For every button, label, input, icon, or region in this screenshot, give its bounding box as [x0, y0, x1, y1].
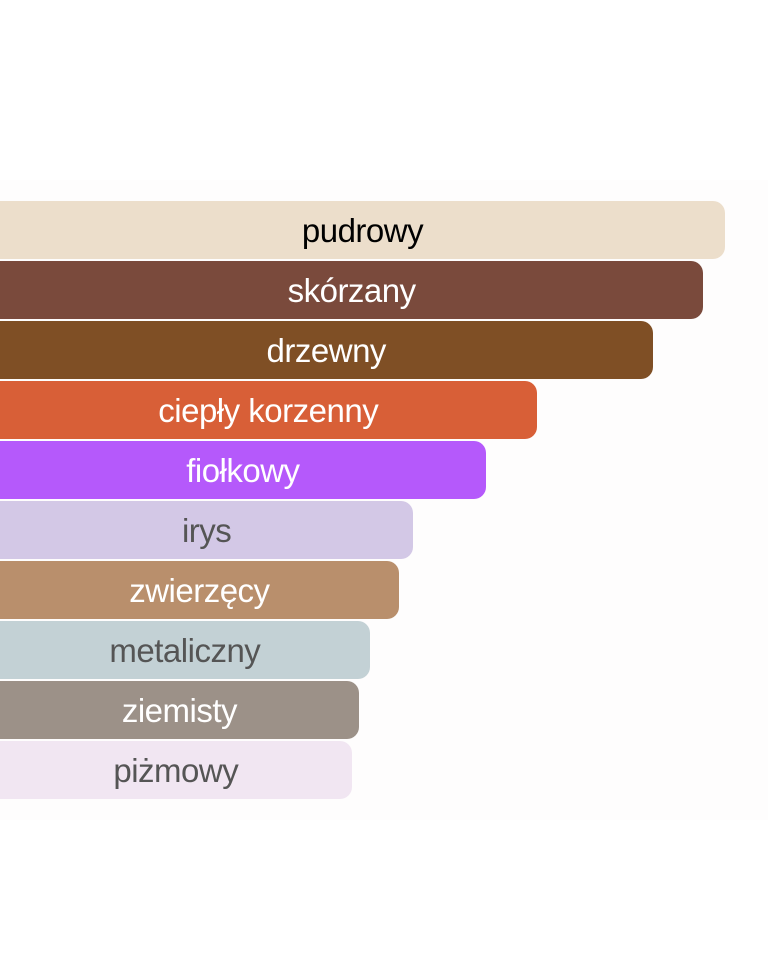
bar-label: skórzany	[287, 271, 417, 309]
bar-label: drzewny	[266, 331, 387, 369]
bar-label: pudrowy	[301, 211, 424, 249]
bar-9: piżmowy	[0, 741, 352, 799]
bar-1: skórzany	[0, 261, 704, 319]
bar-2: drzewny	[0, 321, 653, 379]
bar-8: ziemisty	[0, 681, 359, 739]
bar-label: metaliczny	[109, 631, 261, 669]
bar-7: metaliczny	[0, 621, 370, 679]
bar-6: zwierzęcy	[0, 561, 399, 619]
bar-3: ciepły korzenny	[0, 381, 537, 439]
bar-label: ciepły korzenny	[158, 391, 379, 429]
bar-5: irys	[0, 501, 414, 559]
bar-0: pudrowy	[0, 201, 725, 259]
bar-label: irys	[181, 511, 232, 549]
bar-label: ziemisty	[121, 691, 238, 729]
bar-label: fiołkowy	[186, 451, 300, 489]
bar-label: zwierzęcy	[129, 571, 270, 609]
bar-label: piżmowy	[113, 751, 239, 789]
bar-4: fiołkowy	[0, 441, 486, 499]
